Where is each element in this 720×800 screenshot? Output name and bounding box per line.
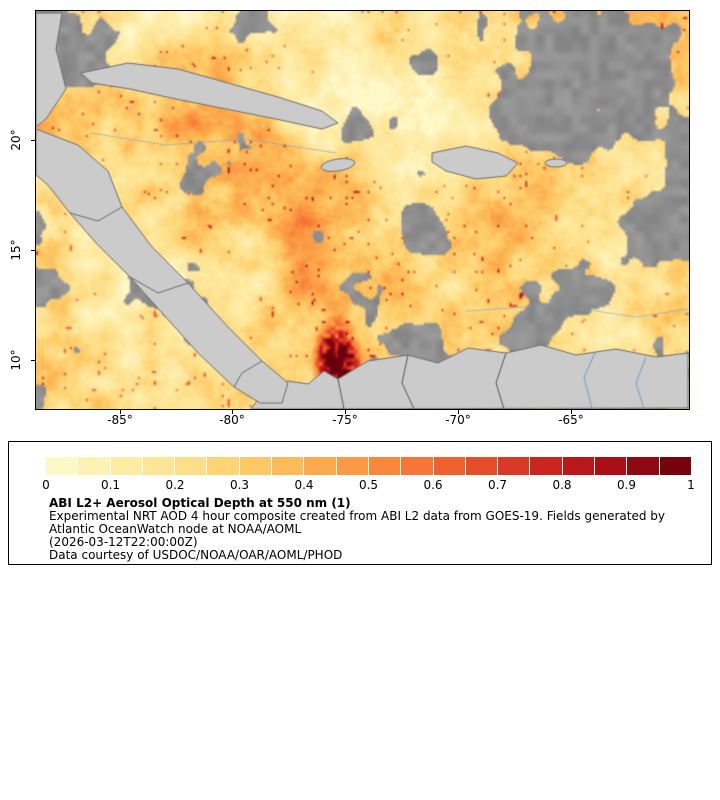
x-axis-tick-mark xyxy=(458,410,459,414)
colorbar-segment xyxy=(433,457,465,475)
legend-timestamp: (2026-03-12T22:00:00Z) xyxy=(49,535,198,549)
colorbar-segment xyxy=(368,457,401,475)
x-axis-tick-mark xyxy=(120,410,121,414)
legend-text: ABI L2+ Aerosol Optical Depth at 550 nm … xyxy=(49,497,709,562)
colorbar-segment xyxy=(336,457,368,475)
colorbar-segment xyxy=(207,457,239,475)
x-tick-label-m70: -70° xyxy=(445,413,471,427)
colorbar-segment xyxy=(304,457,336,475)
y-tick-label-20: 20° xyxy=(9,129,23,151)
colorbar-segment xyxy=(530,457,562,475)
colorbar-segment xyxy=(175,457,207,475)
colorbar-segment xyxy=(401,457,433,475)
colorbar-tick-label: 1 xyxy=(687,478,695,492)
legend-description: Experimental NRT AOD 4 hour composite cr… xyxy=(49,509,665,536)
colorbar-segment xyxy=(272,457,304,475)
y-axis-tick-mark xyxy=(31,140,35,141)
legend-panel: 0 0.1 0.2 0.3 0.4 0.5 0.6 0.7 0.8 0.9 1 … xyxy=(8,441,712,565)
colorbar-tick-label: 0.2 xyxy=(165,478,185,492)
colorbar-segment xyxy=(110,457,142,475)
y-tick-label-10: 10° xyxy=(9,349,23,371)
colorbar-segment xyxy=(78,457,110,475)
colorbar-tick-label: 0.9 xyxy=(616,478,637,492)
colorbar-segment xyxy=(142,457,175,475)
colorbar-tick-label: 0.1 xyxy=(100,478,121,492)
colorbar-tick-label: 0.7 xyxy=(487,478,508,492)
y-axis-tick-mark xyxy=(31,250,35,251)
map-plot-area xyxy=(35,10,690,410)
y-tick-label-15: 15° xyxy=(9,239,23,261)
colorbar-segment xyxy=(46,457,78,475)
y-axis-tick-mark xyxy=(31,360,35,361)
colorbar-segment xyxy=(498,457,530,475)
colorbar-segment xyxy=(562,457,595,475)
x-tick-label-m65: -65° xyxy=(558,413,584,427)
colorbar-segment xyxy=(595,457,627,475)
x-tick-label-m75: -75° xyxy=(332,413,358,427)
colorbar-tick-labels: 0 0.1 0.2 0.3 0.4 0.5 0.6 0.7 0.8 0.9 1 xyxy=(42,478,695,492)
x-tick-label-m80: -80° xyxy=(219,413,245,427)
colorbar-segment xyxy=(465,457,498,475)
x-axis-tick-mark xyxy=(571,410,572,414)
x-axis-tick-mark xyxy=(232,410,233,414)
colorbar-tick-label: 0.4 xyxy=(294,478,314,492)
colorbar-tick-label: 0.5 xyxy=(358,478,379,492)
colorbar-segment xyxy=(659,457,691,475)
legend-title: ABI L2+ Aerosol Optical Depth at 550 nm … xyxy=(49,496,351,510)
legend-credit: Data courtesy of USDOC/NOAA/OAR/AOML/PHO… xyxy=(49,548,343,562)
colorbar xyxy=(46,457,691,475)
colorbar-tick-label: 0.6 xyxy=(423,478,443,492)
colorbar-tick-label: 0 xyxy=(42,478,50,492)
colorbar-tick-label: 0.3 xyxy=(229,478,250,492)
x-axis-tick-mark xyxy=(345,410,346,414)
x-tick-label-m85: -85° xyxy=(107,413,133,427)
aod-map-raster xyxy=(36,11,689,409)
colorbar-tick-label: 0.8 xyxy=(552,478,572,492)
colorbar-segment xyxy=(239,457,272,475)
colorbar-segment xyxy=(627,457,659,475)
